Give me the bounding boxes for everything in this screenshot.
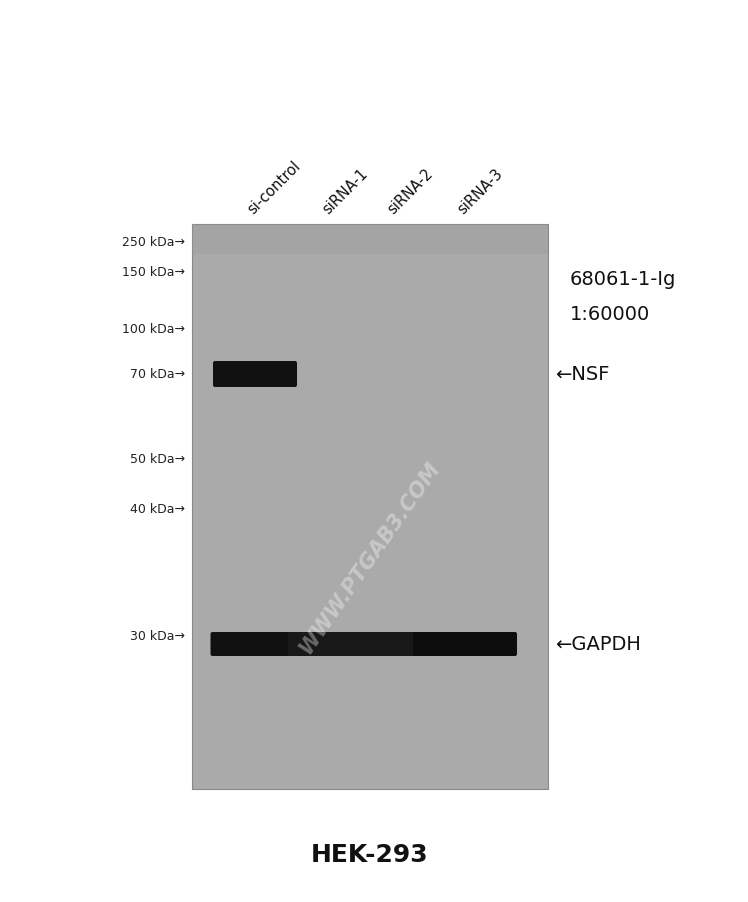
- Text: 150 kDa→: 150 kDa→: [122, 266, 185, 280]
- Text: 1:60000: 1:60000: [570, 305, 650, 324]
- FancyBboxPatch shape: [353, 632, 437, 657]
- Text: ←GAPDH: ←GAPDH: [555, 635, 641, 654]
- Text: 100 kDa→: 100 kDa→: [122, 323, 185, 336]
- Bar: [212, 641, 515, 648]
- FancyBboxPatch shape: [413, 632, 517, 657]
- Text: HEK-293: HEK-293: [311, 842, 429, 866]
- Text: 250 kDa→: 250 kDa→: [122, 236, 185, 249]
- Text: ←NSF: ←NSF: [555, 365, 610, 384]
- Text: 70 kDa→: 70 kDa→: [130, 368, 185, 381]
- Text: WWW.PTGAB3.COM: WWW.PTGAB3.COM: [296, 457, 444, 657]
- Text: 68061-1-Ig: 68061-1-Ig: [570, 271, 676, 290]
- FancyBboxPatch shape: [213, 362, 297, 388]
- FancyBboxPatch shape: [288, 632, 372, 657]
- Bar: [192, 225, 548, 789]
- Text: siRNA-1: siRNA-1: [319, 166, 370, 216]
- Bar: [192, 225, 548, 254]
- Text: 40 kDa→: 40 kDa→: [130, 503, 185, 516]
- Text: si-control: si-control: [245, 158, 303, 216]
- Text: siRNA-2: siRNA-2: [384, 166, 435, 216]
- Text: siRNA-3: siRNA-3: [454, 166, 506, 216]
- FancyBboxPatch shape: [210, 632, 299, 657]
- Text: 30 kDa→: 30 kDa→: [130, 630, 185, 643]
- Text: 50 kDa→: 50 kDa→: [130, 453, 185, 466]
